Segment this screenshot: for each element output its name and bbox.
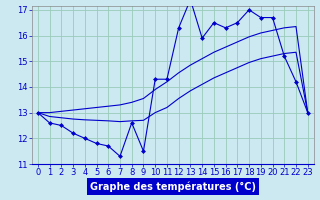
X-axis label: Graphe des températures (°C): Graphe des températures (°C) — [90, 181, 256, 192]
